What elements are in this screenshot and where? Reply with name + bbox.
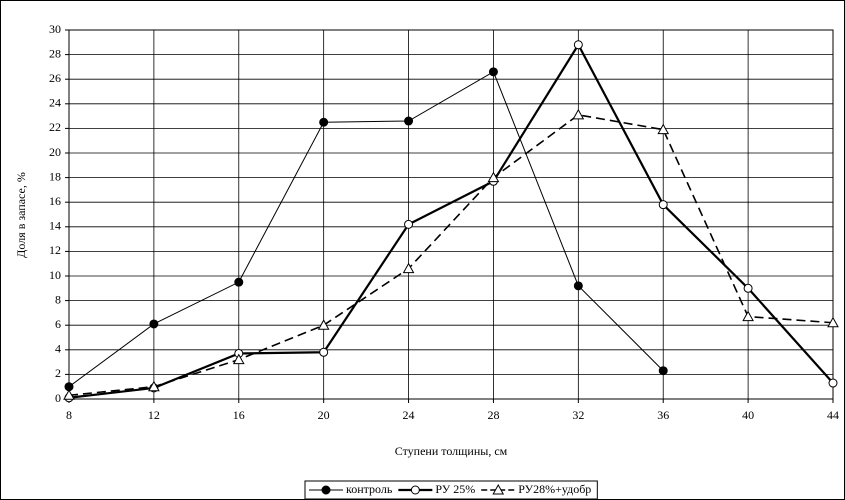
marker: [402, 262, 415, 274]
marker: [573, 281, 583, 291]
y-tick-label: 22: [49, 120, 61, 134]
x-tick-label: 16: [233, 408, 245, 422]
series-line: [68, 114, 834, 397]
marker: [317, 319, 330, 330]
marker: [743, 283, 753, 293]
marker: [234, 277, 244, 287]
legend-item: РУ 25%: [398, 482, 475, 496]
marker: [487, 171, 500, 183]
y-tick-label: 16: [49, 194, 61, 208]
marker: [321, 485, 331, 495]
series-line: [68, 71, 664, 388]
y-tick-label: 24: [49, 96, 61, 110]
marker: [742, 310, 754, 322]
x-tick-label: 24: [403, 408, 415, 422]
marker: [63, 389, 75, 400]
marker: [492, 483, 505, 495]
legend-label: РУ 25%: [435, 482, 475, 496]
y-tick-label: 26: [49, 71, 61, 85]
legend: контроль РУ 25% РУ28%+удобр: [304, 480, 598, 500]
marker: [148, 380, 160, 392]
y-tick-label: 14: [49, 219, 61, 233]
marker: [404, 116, 414, 126]
plot-area: [68, 29, 834, 400]
y-tick-label: 0: [55, 391, 61, 405]
x-tick-label: 36: [657, 408, 669, 422]
y-tick-label: 30: [49, 22, 61, 36]
y-tick-label: 28: [49, 46, 61, 60]
marker: [488, 67, 498, 77]
x-tick-label: 44: [827, 408, 839, 422]
marker: [573, 40, 583, 50]
legend-label: РУ28%+удобр: [518, 482, 591, 496]
marker: [827, 316, 839, 328]
marker: [572, 108, 585, 120]
marker: [319, 117, 329, 127]
y-tick-label: 10: [49, 268, 61, 282]
legend-item: РУ28%+удобр: [481, 482, 591, 496]
marker: [410, 485, 420, 495]
marker: [404, 219, 414, 229]
marker: [319, 347, 329, 357]
y-tick-label: 4: [55, 342, 61, 356]
x-tick-label: 28: [487, 408, 499, 422]
x-axis-label: Ступени толщины, см: [395, 444, 508, 458]
legend-label: контроль: [346, 482, 393, 496]
x-tick-label: 20: [318, 408, 330, 422]
y-tick-label: 6: [55, 317, 61, 331]
y-tick-label: 18: [49, 169, 61, 183]
legend-item: контроль: [309, 482, 393, 496]
marker: [657, 123, 670, 135]
y-tick-label: 8: [55, 292, 61, 306]
marker: [149, 319, 159, 329]
y-tick-label: 12: [49, 243, 61, 257]
marker: [232, 353, 245, 365]
marker: [828, 378, 838, 388]
series-line: [68, 42, 834, 399]
marker: [658, 366, 668, 376]
y-axis-label: Доля в запасе, %: [14, 172, 28, 258]
legend-box: [304, 480, 598, 500]
y-tick-label: 20: [49, 145, 61, 159]
x-tick-label: 40: [742, 408, 754, 422]
y-tick-label: 2: [55, 366, 61, 380]
x-tick-label: 32: [572, 408, 584, 422]
marker: [658, 200, 668, 210]
x-tick-label: 12: [148, 408, 160, 422]
x-tick-label: 8: [66, 408, 72, 422]
